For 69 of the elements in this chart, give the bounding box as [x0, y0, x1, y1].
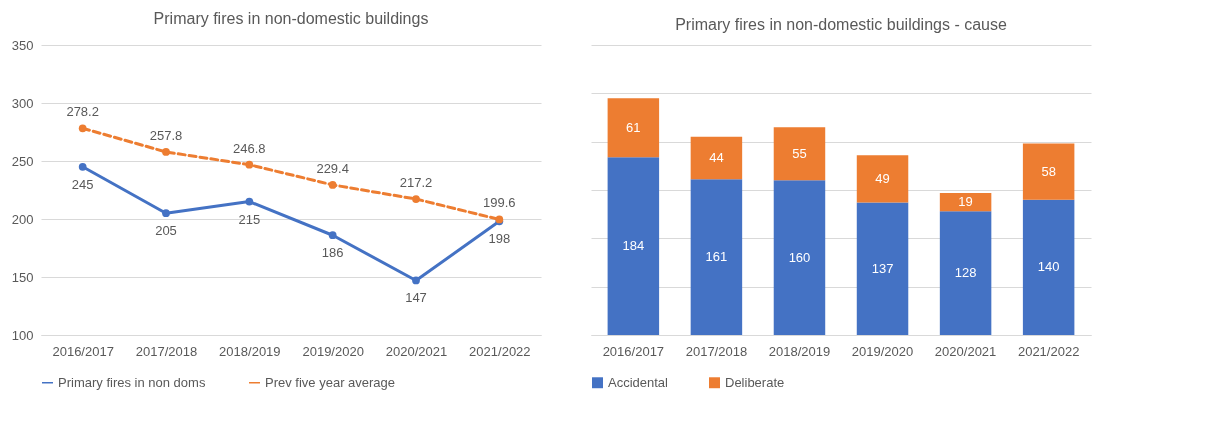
bar [1022, 143, 1075, 200]
point [328, 181, 337, 189]
bar [856, 202, 909, 335]
data-label: 160 [788, 249, 811, 265]
bar [607, 157, 660, 335]
legend-label: Prev five year average [265, 374, 396, 390]
y-tick-label: 150 [11, 269, 34, 285]
chart-title: Primary fires in non-domestic buildings - cause [675, 16, 1007, 33]
point [78, 124, 87, 133]
y-tick-label: 350 [11, 37, 34, 53]
point [245, 197, 254, 206]
data-label: 186 [321, 245, 344, 261]
data-label: 199.6 [483, 195, 516, 211]
legend-label: Deliberate [725, 374, 785, 390]
data-label: 245 [71, 176, 94, 192]
data-label: 257.8 [149, 127, 183, 143]
x-tick-label: 2020/2021 [385, 343, 448, 359]
y-tick-label: 200 [11, 211, 34, 227]
bar [607, 98, 660, 158]
data-label: 137 [871, 260, 894, 276]
x-tick-label: 2018/2019 [219, 343, 281, 359]
data-label: 58 [1041, 163, 1056, 179]
data-label: 217.2 [399, 175, 433, 191]
x-tick-label: 2018/2019 [768, 343, 831, 359]
bar [773, 127, 826, 181]
bar [773, 180, 826, 335]
point [412, 276, 420, 285]
point [412, 195, 420, 203]
x-tick-label: 2016/2017 [602, 343, 665, 359]
data-label: 205 [155, 223, 177, 239]
point [328, 231, 337, 240]
data-label: 19 [958, 194, 973, 210]
data-label: 184 [622, 238, 645, 254]
y-tick-label: 300 [11, 95, 34, 111]
data-label: 55 [792, 145, 807, 161]
point [78, 162, 87, 171]
point [162, 148, 170, 156]
data-label: 278.2 [66, 104, 99, 120]
bar [1022, 199, 1075, 335]
data-label: 49 [875, 170, 890, 186]
y-tick-label: 250 [11, 153, 34, 169]
data-label: 229.4 [316, 160, 349, 176]
data-label: 161 [705, 249, 728, 265]
data-label: 128 [954, 265, 977, 281]
data-label: 140 [1037, 259, 1060, 275]
data-label: 61 [626, 119, 641, 135]
bar [690, 179, 743, 335]
data-label: 246.8 [233, 140, 266, 156]
x-tick-label: 2021/2022 [469, 343, 531, 359]
chart-title: Primary fires in non-domestic buildings [153, 10, 429, 27]
point [162, 209, 170, 218]
x-tick-label: 2021/2022 [1017, 343, 1080, 359]
bar [856, 155, 909, 203]
data-label: 147 [405, 290, 427, 306]
legend-label: Accidental [608, 374, 669, 390]
bar [939, 211, 992, 335]
point [245, 160, 254, 169]
data-label: 44 [709, 150, 724, 166]
x-tick-label: 2016/2017 [52, 343, 114, 359]
x-tick-label: 2019/2020 [851, 343, 914, 359]
data-label: 198 [488, 231, 511, 247]
data-label: 215 [238, 211, 261, 227]
bar [690, 136, 743, 180]
legend-label: Primary fires in non doms [58, 374, 206, 390]
x-tick-label: 2017/2018 [685, 343, 748, 359]
x-tick-label: 2020/2021 [934, 343, 997, 359]
x-tick-label: 2017/2018 [135, 343, 198, 359]
y-tick-label: 100 [11, 327, 34, 343]
x-tick-label: 2019/2020 [302, 343, 364, 359]
